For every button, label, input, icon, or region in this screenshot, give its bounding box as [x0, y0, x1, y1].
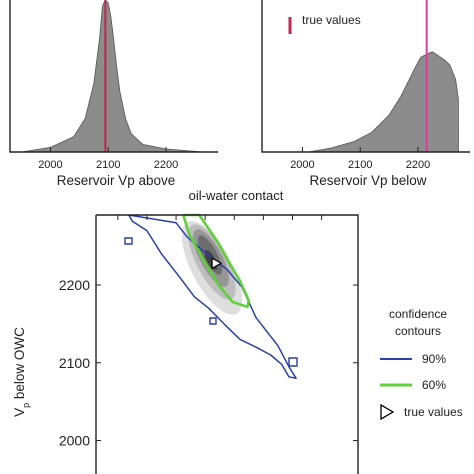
- x-tick-label: 2200: [154, 159, 178, 171]
- panel-title: oil-water contact: [189, 188, 284, 203]
- x-tick-label: 2100: [96, 159, 120, 171]
- legend-marker-icon: [380, 403, 395, 421]
- panel-vp-above: 2000 2100 2200 Reservoir Vp above: [9, 0, 218, 188]
- contour-90: [128, 214, 297, 380]
- panel-vp-below: 2000 2100 2200 Reservoir Vp below true val…: [261, 0, 470, 188]
- legend-marker-label: true values: [404, 405, 463, 419]
- x-tick-label: 2100: [348, 159, 372, 171]
- x-axis-label: Reservoir Vp above: [57, 173, 176, 188]
- axis-frame: [9, 0, 218, 153]
- contour-60: [182, 213, 251, 309]
- panel-joint: oil-water contact 2000 2100 2200 Vp below …: [12, 188, 463, 474]
- axis-frame: [95, 214, 359, 474]
- x-tick-label: 2000: [38, 159, 62, 171]
- y-axis-label: Vp below OWC: [12, 327, 31, 417]
- density-area: [21, 0, 204, 153]
- contour-90-fragment: [288, 357, 298, 367]
- y-tick-label: 2200: [59, 277, 90, 293]
- axis-frame: [261, 0, 470, 153]
- contour-90-fragment: [209, 317, 217, 325]
- legend-label-60: 60%: [422, 378, 446, 392]
- y-tick-label: 2100: [59, 355, 90, 371]
- legend: confidence contours 90% 60% true values: [380, 307, 463, 421]
- y-tick-label: 2000: [59, 433, 90, 449]
- legend-label: true values: [302, 13, 361, 27]
- legend-title: confidence contours: [389, 307, 447, 338]
- x-tick-label: 2000: [290, 159, 314, 171]
- contour-90-fragment: [124, 237, 133, 245]
- true-value-marker: [211, 257, 223, 270]
- legend-label-90: 90%: [422, 352, 446, 366]
- x-tick-label: 2200: [406, 159, 430, 171]
- x-axis-label: Reservoir Vp below: [309, 173, 426, 188]
- density-area: [308, 51, 459, 153]
